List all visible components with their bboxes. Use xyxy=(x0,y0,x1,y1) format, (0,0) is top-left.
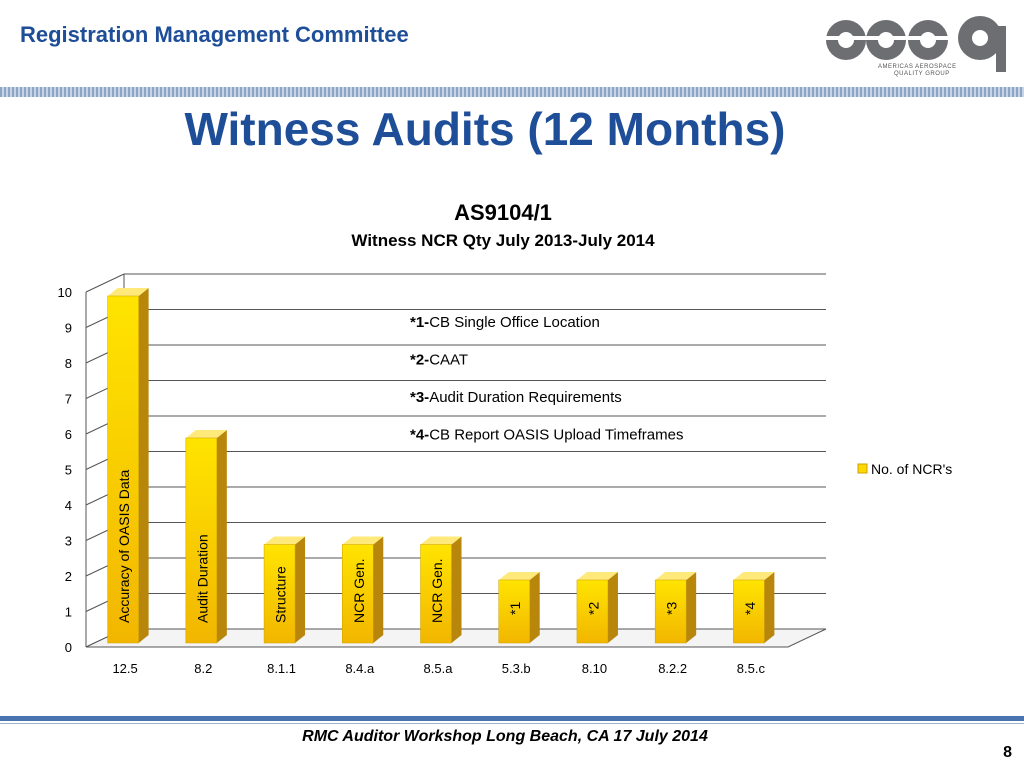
y-tick-label: 1 xyxy=(65,605,72,620)
note-text: *3-Audit Duration Requirements xyxy=(410,389,622,406)
aaqg-logo: AMERICAS AEROSPACE QUALITY GROUP xyxy=(820,8,1012,80)
bar-top xyxy=(655,572,697,580)
logo-line2: QUALITY GROUP xyxy=(894,71,950,77)
bar-side xyxy=(607,572,618,643)
x-tick-label: 8.5.a xyxy=(424,661,454,676)
bar-top xyxy=(576,572,618,580)
note-description: Audit Duration Requirements xyxy=(429,389,622,406)
y-tick-label: 6 xyxy=(65,427,72,442)
y-tick-label: 2 xyxy=(65,569,72,584)
page-number: 8 xyxy=(1003,744,1012,761)
y-tick-label: 0 xyxy=(65,640,72,655)
bar xyxy=(420,544,452,644)
note-text: *1-CB Single Office Location xyxy=(410,314,600,331)
bar-top xyxy=(107,288,149,296)
bar-side xyxy=(529,572,540,643)
legend-swatch xyxy=(857,463,868,474)
bar xyxy=(342,544,374,644)
gridline-depth xyxy=(85,273,125,293)
bar-data-label: Audit Duration xyxy=(194,534,210,623)
bar-data-label: *4 xyxy=(742,602,758,615)
y-tick-label: 7 xyxy=(65,392,72,407)
logo-line1: AMERICAS AEROSPACE xyxy=(878,64,957,70)
note-description: CB Report OASIS Upload Timeframes xyxy=(429,427,683,444)
y-tick-label: 8 xyxy=(65,356,72,371)
footer-text: RMC Auditor Workshop Long Beach, CA 17 J… xyxy=(302,728,708,745)
note-key: *3- xyxy=(410,389,429,406)
bar-data-label: Structure xyxy=(273,566,289,623)
chart-subtitle: Witness NCR Qty July 2013-July 2014 xyxy=(351,231,655,250)
bar xyxy=(654,579,687,644)
bar-side xyxy=(216,430,227,643)
bar-side xyxy=(451,536,462,643)
y-tick-label: 9 xyxy=(65,321,72,336)
bar-top xyxy=(733,572,775,580)
y-tick-label: 5 xyxy=(65,463,72,478)
page-title: Witness Audits (12 Months) xyxy=(184,103,786,155)
note-key: *2- xyxy=(410,352,429,369)
y-tick-label: 4 xyxy=(65,498,72,513)
x-tick-label: 12.5 xyxy=(112,661,137,676)
bar-side xyxy=(764,572,775,643)
y-tick-label: 10 xyxy=(58,285,72,300)
bar xyxy=(576,579,609,644)
bar-data-label: Accuracy of OASIS Data xyxy=(116,470,132,623)
legend-label: No. of NCR's xyxy=(871,461,952,477)
bar-top xyxy=(264,536,306,545)
note-text: *2-CAAT xyxy=(410,352,468,369)
header-divider xyxy=(0,87,1024,97)
bar-side xyxy=(373,536,384,643)
note-text: *4-CB Report OASIS Upload Timeframes xyxy=(410,427,683,444)
bar-data-label: *1 xyxy=(507,602,523,615)
bar-top xyxy=(342,536,384,545)
footer-divider xyxy=(0,716,1024,721)
ncr-bar-chart: AS9104/1 Witness NCR Qty July 2013-July … xyxy=(58,200,953,676)
bar-data-label: NCR Gen. xyxy=(351,558,367,623)
y-tick-label: 3 xyxy=(65,534,72,549)
plot-area: 0 1 2 3 4 5 6 7 8 9 10 12.5 Accuracy of OASIS Data 8.… xyxy=(58,273,952,676)
x-tick-label: 8.2 xyxy=(194,661,212,676)
header-title: Registration Management Committee xyxy=(20,22,409,47)
x-tick-label: 8.4.a xyxy=(345,661,375,676)
x-tick-label: 8.1.1 xyxy=(267,661,296,676)
bar-side xyxy=(138,288,149,643)
bar xyxy=(107,295,139,644)
x-tick-label: 5.3.b xyxy=(502,661,531,676)
x-tick-label: 8.2.2 xyxy=(658,661,687,676)
x-tick-label: 8.10 xyxy=(582,661,607,676)
note-key: *1- xyxy=(410,314,429,331)
bar-side xyxy=(686,572,697,643)
note-key: *4- xyxy=(410,427,429,444)
bar xyxy=(733,579,765,644)
bar-data-label: *2 xyxy=(585,602,601,615)
bar-data-label: *3 xyxy=(664,602,680,615)
bar-data-label: NCR Gen. xyxy=(429,558,445,623)
x-tick-label: 8.5.c xyxy=(737,661,766,676)
bar xyxy=(498,579,530,644)
footer-divider-thin xyxy=(0,723,1024,724)
bar-side xyxy=(295,536,306,643)
bar-top xyxy=(498,572,540,580)
note-description: CAAT xyxy=(429,352,468,369)
chart-title: AS9104/1 xyxy=(454,200,552,225)
bar-top xyxy=(185,430,227,438)
bar xyxy=(263,544,296,644)
aaqg-logo-mark xyxy=(820,16,1006,72)
bar xyxy=(185,437,218,644)
bar-top xyxy=(420,536,462,545)
note-description: CB Single Office Location xyxy=(429,314,600,331)
